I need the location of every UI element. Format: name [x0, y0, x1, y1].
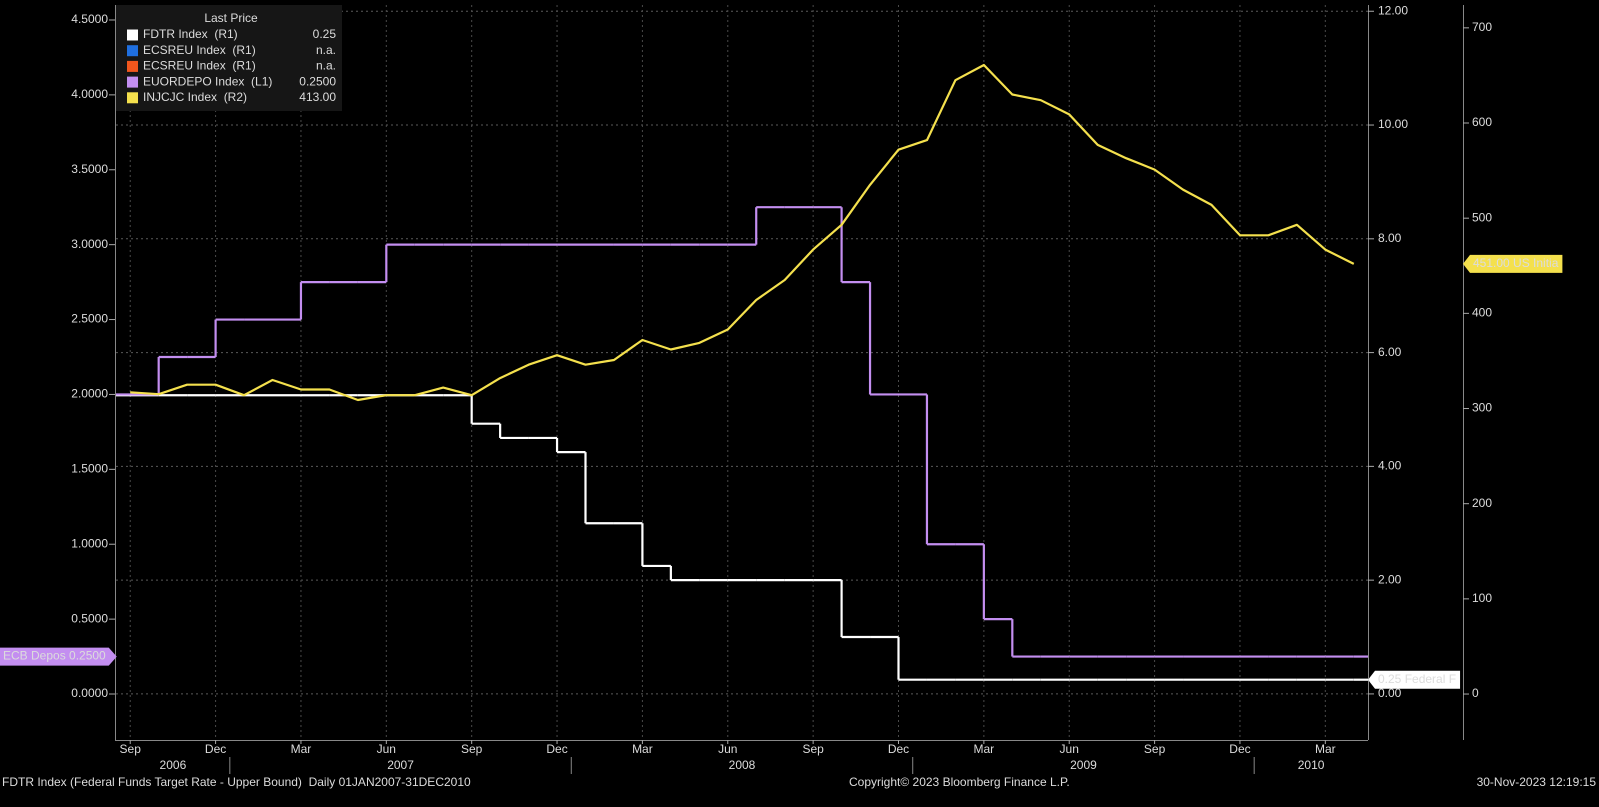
legend-value: n.a. — [316, 43, 336, 57]
tag-shape — [1368, 670, 1461, 689]
x-tick-label: Dec — [1229, 742, 1250, 756]
footer-center: Copyright© 2023 Bloomberg Finance L.P. — [849, 775, 1070, 789]
y-tick-label: 2.0000 — [71, 387, 108, 401]
y-tick-label: 3.0000 — [71, 237, 108, 251]
y3-tick-label: 500 — [1472, 210, 1492, 224]
y3-tick-label: 400 — [1472, 306, 1492, 320]
x-tick-label: Jun — [1060, 742, 1079, 756]
x-year-label: 2007 — [387, 758, 414, 772]
footer-left: FDTR Index (Federal Funds Target Rate - … — [2, 775, 471, 789]
x-tick-label: Sep — [802, 742, 824, 756]
legend-swatch — [127, 45, 138, 57]
series-line — [130, 63, 1355, 402]
x-tick-label: Jun — [718, 742, 737, 756]
y-tick-label: 4.5000 — [71, 12, 108, 26]
x-tick-label: Dec — [546, 742, 567, 756]
value-tag: 451.00 US Initia — [1463, 254, 1563, 273]
legend-value: 413.00 — [299, 90, 336, 104]
legend-value: 0.25 — [313, 27, 337, 41]
y2-tick-label: 10.00 — [1378, 117, 1408, 131]
y2-tick-label: 12.00 — [1378, 3, 1408, 17]
y3-tick-label: 300 — [1472, 401, 1492, 415]
x-tick-label: Sep — [120, 742, 142, 756]
tag-shape — [0, 647, 117, 666]
value-tag: ECB Depos 0.2500 — [0, 647, 117, 666]
y3-tick-label: 0 — [1472, 686, 1479, 700]
x-year-label: 2009 — [1070, 758, 1097, 772]
plot-area — [116, 63, 1368, 681]
x-tick-label: Sep — [461, 742, 483, 756]
legend-box — [116, 5, 342, 111]
tag-label: 451.00 US Initia — [1473, 256, 1559, 270]
x-tick-label: Mar — [974, 742, 995, 756]
y-tick-label: 1.0000 — [71, 536, 108, 550]
x-year-label: 2006 — [160, 758, 187, 772]
x-year-label: 2008 — [729, 758, 756, 772]
y2-tick-label: 8.00 — [1378, 231, 1402, 245]
legend-label: EUORDEPO Index (L1) — [143, 74, 272, 88]
value-tag: 0.25 Federal F — [1368, 670, 1461, 689]
x-tick-label: Mar — [1315, 742, 1336, 756]
legend-swatch — [127, 76, 138, 88]
legend-swatch — [127, 60, 138, 72]
y2-tick-label: 0.00 — [1378, 686, 1402, 700]
footer-right: 30-Nov-2023 12:19:15 — [1477, 775, 1597, 789]
tag-label: 0.25 Federal F — [1378, 672, 1456, 686]
legend-value: n.a. — [316, 59, 336, 73]
tag-shape — [1463, 254, 1563, 273]
x-tick-label: Mar — [291, 742, 312, 756]
y-tick-label: 3.5000 — [71, 162, 108, 176]
y-tick-label: 0.5000 — [71, 611, 108, 625]
y3-tick-label: 700 — [1472, 20, 1492, 34]
legend-swatch — [127, 29, 138, 41]
y2-tick-label: 6.00 — [1378, 345, 1402, 359]
legend-swatch — [127, 92, 138, 104]
legend-value: 0.2500 — [299, 74, 336, 88]
y-tick-label: 2.5000 — [71, 312, 108, 326]
legend-label: ECSREU Index (R1) — [143, 59, 256, 73]
axes: 0.0000 0.5000 1.0000 1.5000 2.0000 2.5000 3.00… — [71, 3, 1492, 774]
y-tick-label: 4.0000 — [71, 87, 108, 101]
legend-label: FDTR Index (R1) — [143, 27, 238, 41]
tag-label: ECB Depos 0.2500 — [3, 649, 106, 663]
legend-label: ECSREU Index (R1) — [143, 43, 256, 57]
x-tick-label: Sep — [1144, 742, 1166, 756]
legend-title: Last Price — [204, 11, 258, 25]
x-tick-label: Dec — [205, 742, 226, 756]
y-tick-label: 1.5000 — [71, 462, 108, 476]
tags: 0.25 Federal F ECB Depos 0.2500 451.00 US … — [0, 254, 1563, 689]
legend-label: INJCJC Index (R2) — [143, 90, 247, 104]
y-tick-label: 0.0000 — [71, 686, 108, 700]
y3-tick-label: 200 — [1472, 496, 1492, 510]
legend: Last Price FDTR Index (R1) 0.25 ECSREU Ind… — [116, 5, 342, 111]
y3-tick-label: 600 — [1472, 115, 1492, 129]
x-year-label: 2010 — [1298, 758, 1325, 772]
x-tick-label: Jun — [377, 742, 396, 756]
y2-tick-label: 4.00 — [1378, 459, 1402, 473]
y2-tick-label: 2.00 — [1378, 572, 1402, 586]
x-tick-label: Dec — [888, 742, 909, 756]
y3-tick-label: 100 — [1472, 591, 1492, 605]
x-tick-label: Mar — [632, 742, 653, 756]
